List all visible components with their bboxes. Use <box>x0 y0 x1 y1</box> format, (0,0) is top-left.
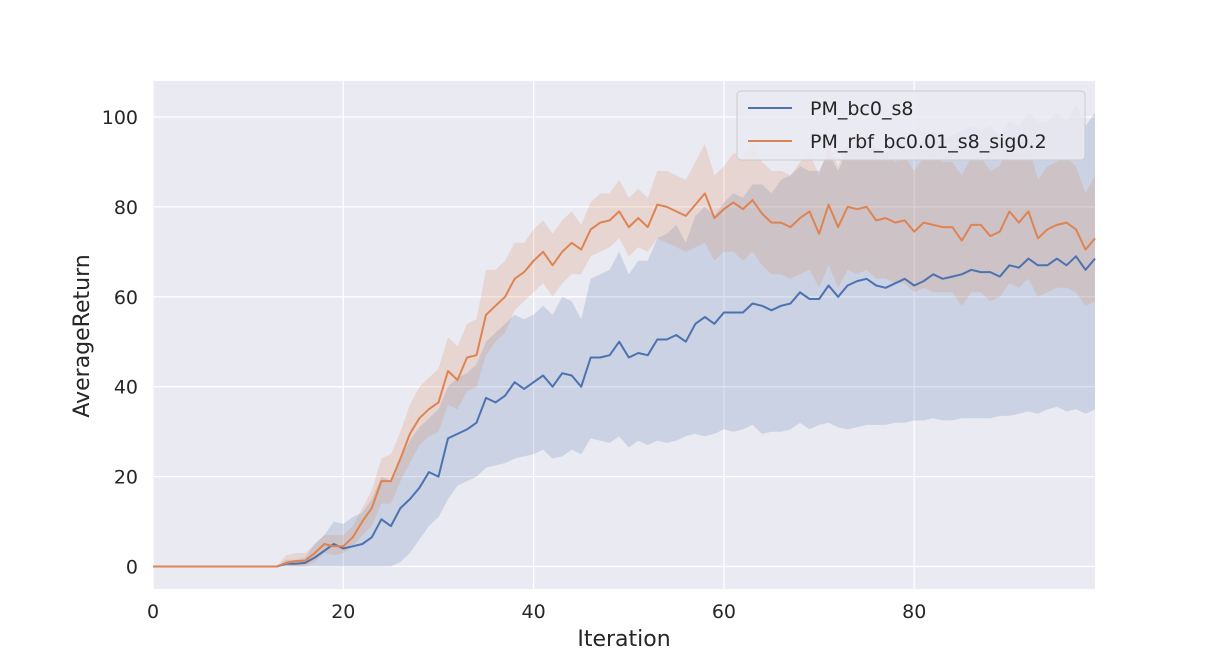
series-band-0 <box>153 103 1095 567</box>
x-tick-label: 60 <box>712 601 736 623</box>
y-tick-label: 0 <box>126 557 138 579</box>
confidence-bands <box>153 103 1095 567</box>
legend-label-pm-bc0-s8: PM_bc0_s8 <box>810 98 913 120</box>
legend: PM_bc0_s8 PM_rbf_bc0.01_s8_sig0.2 <box>736 90 1086 161</box>
series-band-1 <box>153 139 1095 567</box>
series-lines <box>153 192 1096 568</box>
x-tick-label: 80 <box>902 601 926 623</box>
x-tick-label: 40 <box>522 601 546 623</box>
legend-box <box>736 90 1086 161</box>
series-line-0 <box>153 255 1096 568</box>
x-axis-label: Iteration <box>577 627 670 652</box>
y-tick-label: 40 <box>114 377 138 399</box>
y-axis-label: AverageReturn <box>70 254 95 417</box>
x-axis-ticks: 0 20 40 60 80 <box>147 601 926 623</box>
plot-area <box>153 81 1095 589</box>
y-tick-label: 20 <box>114 467 138 489</box>
y-tick-label: 80 <box>114 197 138 219</box>
x-tick-label: 20 <box>331 601 355 623</box>
legend-label-pm-rbf: PM_rbf_bc0.01_s8_sig0.2 <box>810 131 1047 153</box>
x-tick-label: 0 <box>147 601 159 623</box>
series-line-1 <box>153 192 1096 568</box>
y-tick-label: 100 <box>102 107 138 129</box>
y-axis-ticks: 0 20 40 60 80 100 <box>102 107 138 579</box>
y-tick-label: 60 <box>114 287 138 309</box>
